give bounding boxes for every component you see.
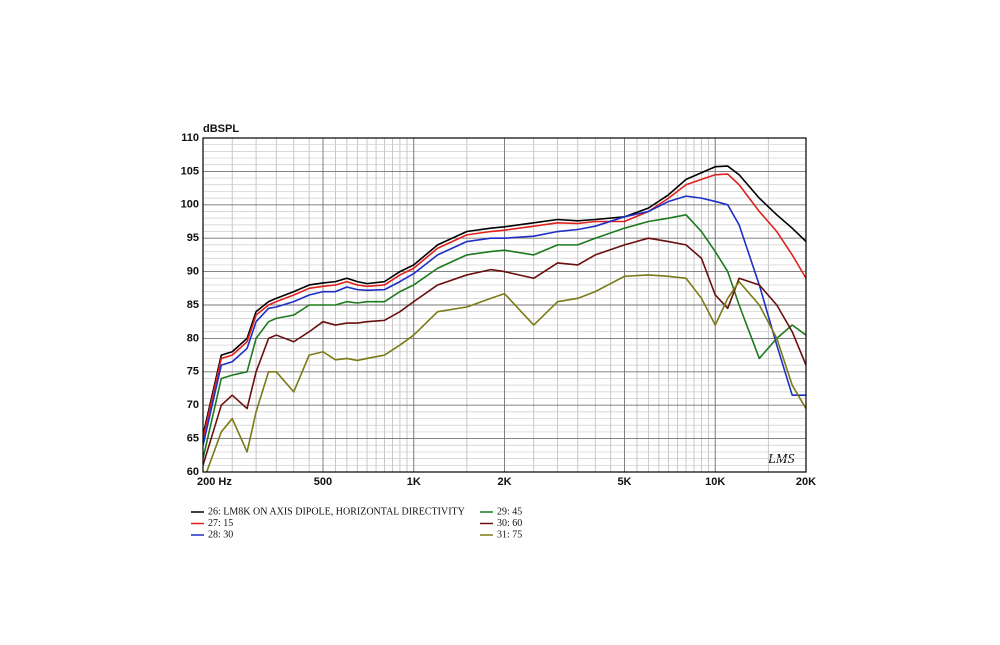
x-tick-label: 500	[314, 476, 332, 488]
y-tick-label: 70	[187, 399, 199, 411]
legend-label: 29: 45	[497, 506, 522, 517]
y-axis-title: dBSPL	[203, 123, 239, 135]
series-line	[203, 195, 806, 446]
x-tick-label: 5K	[617, 476, 631, 488]
x-tick-label: 200 Hz	[197, 476, 232, 488]
y-tick-label: 105	[181, 165, 199, 177]
x-tick-label: 20K	[796, 476, 816, 488]
series-line	[203, 214, 806, 459]
y-tick-label: 85	[187, 299, 199, 311]
y-tick-label: 65	[187, 433, 199, 445]
series-line	[203, 173, 806, 439]
y-tick-label: 95	[187, 232, 199, 244]
series-line	[203, 165, 806, 436]
y-tick-label: 90	[187, 266, 199, 278]
x-tick-label: 10K	[705, 476, 725, 488]
plot-frame	[202, 137, 807, 473]
legend-label: 31: 75	[497, 529, 522, 540]
legend-label: 28: 30	[208, 529, 233, 540]
legend-label: 26: LM8K ON AXIS DIPOLE, HORIZONTAL DIRE…	[208, 506, 465, 517]
series-line	[203, 237, 806, 466]
annotation: LMS	[767, 452, 794, 467]
y-tick-label: 100	[181, 199, 199, 211]
legend-label: 27: 15	[208, 518, 233, 529]
y-tick-label: 60	[187, 466, 199, 478]
y-tick-label: 75	[187, 366, 199, 378]
y-tick-label: 80	[187, 332, 199, 344]
legend-label: 30: 60	[497, 518, 522, 529]
series-line	[205, 274, 806, 472]
x-tick-label: 2K	[497, 476, 511, 488]
y-tick-label: 110	[181, 132, 199, 144]
x-tick-label: 1K	[407, 476, 421, 488]
